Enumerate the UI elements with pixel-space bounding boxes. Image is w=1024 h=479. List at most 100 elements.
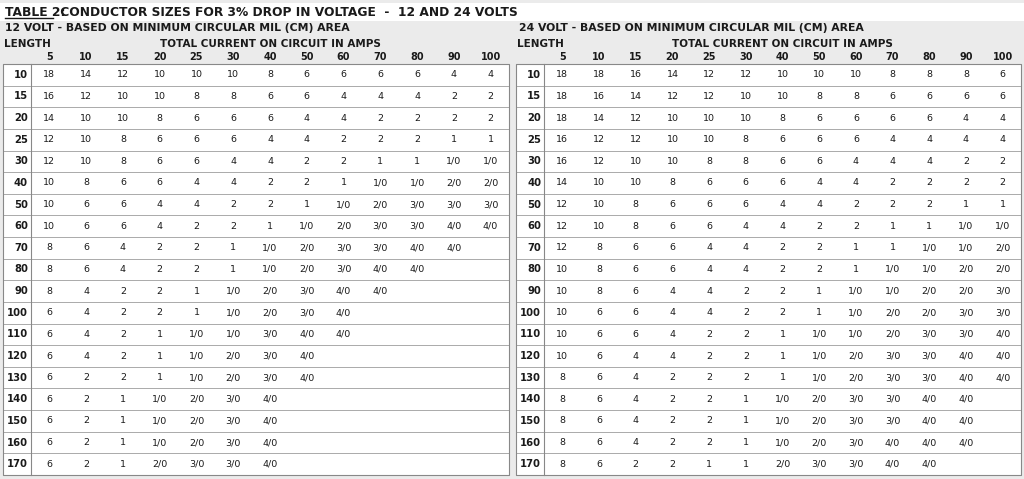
- Text: 4/0: 4/0: [995, 330, 1011, 339]
- Text: 4/0: 4/0: [922, 416, 937, 425]
- Text: 2: 2: [341, 157, 346, 166]
- Text: 6: 6: [707, 179, 712, 187]
- Text: 8: 8: [633, 222, 639, 231]
- Text: 3/0: 3/0: [848, 438, 863, 447]
- Text: 1/0: 1/0: [885, 265, 900, 274]
- Text: 1/0: 1/0: [262, 243, 278, 252]
- Text: 1/0: 1/0: [188, 330, 204, 339]
- Text: 4: 4: [157, 200, 163, 209]
- Text: 4: 4: [999, 114, 1006, 123]
- Text: 4: 4: [341, 92, 346, 101]
- Text: 4/0: 4/0: [922, 438, 937, 447]
- Text: 6: 6: [304, 92, 310, 101]
- Text: 4: 4: [194, 200, 200, 209]
- Text: 10: 10: [630, 157, 642, 166]
- Text: 8: 8: [267, 70, 273, 80]
- Text: 8: 8: [742, 135, 749, 144]
- Text: 6: 6: [927, 114, 932, 123]
- Text: 1: 1: [120, 438, 126, 447]
- Text: 4: 4: [890, 135, 896, 144]
- Text: 2: 2: [230, 222, 237, 231]
- Text: 3/0: 3/0: [299, 308, 314, 317]
- Text: 1: 1: [194, 286, 200, 296]
- Text: 12 VOLT - BASED ON MINIMUM CIRCULAR MIL (CM) AREA: 12 VOLT - BASED ON MINIMUM CIRCULAR MIL …: [5, 23, 349, 33]
- Text: 10: 10: [43, 179, 55, 187]
- Text: 4: 4: [304, 135, 310, 144]
- Text: 60: 60: [527, 221, 541, 231]
- Text: 100: 100: [480, 52, 501, 62]
- Text: 6: 6: [83, 200, 89, 209]
- Text: 3/0: 3/0: [885, 416, 900, 425]
- Text: 6: 6: [633, 330, 639, 339]
- Text: 6: 6: [596, 438, 602, 447]
- Text: 2: 2: [999, 179, 1006, 187]
- Text: 2: 2: [927, 179, 932, 187]
- Text: 2/0: 2/0: [153, 460, 167, 468]
- Text: 2/0: 2/0: [922, 286, 937, 296]
- Text: 1: 1: [963, 200, 969, 209]
- Text: 12: 12: [703, 70, 715, 80]
- Text: 10: 10: [43, 200, 55, 209]
- Text: 100: 100: [992, 52, 1013, 62]
- Text: 1/0: 1/0: [262, 265, 278, 274]
- Text: 2: 2: [157, 265, 163, 274]
- Text: 6: 6: [194, 157, 200, 166]
- Text: 4: 4: [963, 114, 969, 123]
- Text: 14: 14: [593, 114, 605, 123]
- Text: 4: 4: [157, 222, 163, 231]
- Text: 2: 2: [377, 114, 383, 123]
- Text: 3/0: 3/0: [885, 352, 900, 361]
- Text: 6: 6: [157, 157, 163, 166]
- Text: 4: 4: [633, 373, 639, 382]
- Text: 2: 2: [670, 416, 676, 425]
- Text: 120: 120: [7, 351, 28, 361]
- Text: 2: 2: [414, 135, 420, 144]
- Text: 4: 4: [816, 200, 822, 209]
- Text: 6: 6: [670, 222, 676, 231]
- Text: 2/0: 2/0: [373, 200, 388, 209]
- Text: 10: 10: [117, 92, 129, 101]
- Text: 4: 4: [304, 114, 310, 123]
- Text: 12: 12: [630, 135, 642, 144]
- Text: 8: 8: [559, 395, 565, 404]
- Text: 3/0: 3/0: [995, 308, 1011, 317]
- Text: 1/0: 1/0: [153, 395, 167, 404]
- Text: TOTAL CURRENT ON CIRCUIT IN AMPS: TOTAL CURRENT ON CIRCUIT IN AMPS: [160, 39, 381, 49]
- Text: 2: 2: [304, 157, 310, 166]
- Text: 1: 1: [267, 222, 273, 231]
- Text: 10: 10: [556, 308, 568, 317]
- Text: 10: 10: [80, 157, 92, 166]
- Text: 2: 2: [267, 179, 273, 187]
- Text: 12: 12: [80, 92, 92, 101]
- Text: 6: 6: [120, 200, 126, 209]
- Text: 1: 1: [742, 438, 749, 447]
- Text: 50: 50: [527, 200, 541, 210]
- Text: 1/0: 1/0: [922, 243, 937, 252]
- Text: 4: 4: [341, 114, 346, 123]
- Text: 10: 10: [593, 222, 605, 231]
- Text: 4: 4: [487, 70, 494, 80]
- Text: 4: 4: [999, 135, 1006, 144]
- Text: 1/0: 1/0: [958, 243, 974, 252]
- Text: 8: 8: [596, 243, 602, 252]
- Text: 6: 6: [816, 114, 822, 123]
- Text: 80: 80: [923, 52, 936, 62]
- Text: 4: 4: [963, 135, 969, 144]
- Text: 4: 4: [707, 286, 712, 296]
- Text: 4: 4: [927, 135, 932, 144]
- Text: 4: 4: [230, 179, 237, 187]
- Text: 6: 6: [999, 92, 1006, 101]
- Text: 90: 90: [959, 52, 973, 62]
- Text: 80: 80: [14, 264, 28, 274]
- Text: 6: 6: [596, 373, 602, 382]
- Text: 4/0: 4/0: [995, 373, 1011, 382]
- Text: 2: 2: [779, 265, 785, 274]
- Text: 18: 18: [556, 70, 568, 80]
- Text: 2: 2: [83, 460, 89, 468]
- Text: 8: 8: [230, 92, 237, 101]
- Text: 10: 10: [556, 330, 568, 339]
- Text: 3/0: 3/0: [188, 460, 204, 468]
- Text: 10: 10: [667, 114, 679, 123]
- Text: 6: 6: [46, 460, 52, 468]
- Text: 12: 12: [593, 157, 605, 166]
